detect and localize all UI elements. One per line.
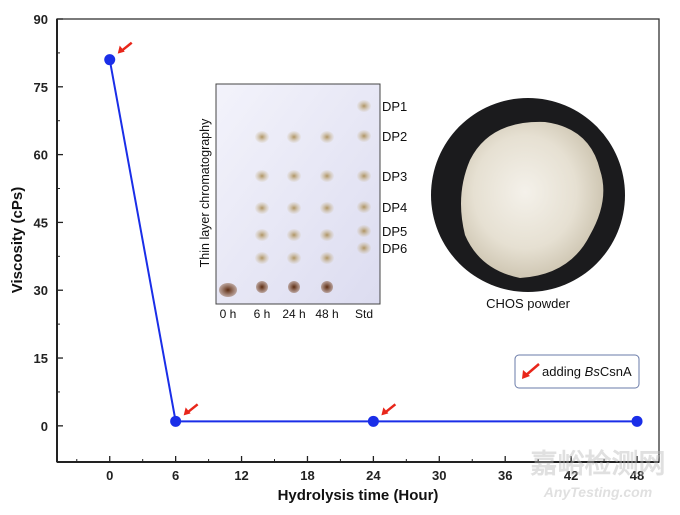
chos-powder-photo: CHOS powder [431,98,625,311]
tlc-spot [287,202,301,214]
arrow-head [381,407,389,416]
tlc-lane-label: 48 h [315,307,338,321]
tlc-spot [320,202,334,214]
tlc-spot [357,242,371,254]
tlc-spot [357,100,371,112]
x-axis: 0 6 12 18 24 30 36 42 48 [57,456,659,483]
y-tick-label: 30 [34,283,48,298]
tlc-spot [320,252,334,264]
tlc-band-label: DP1 [382,99,407,114]
x-tick-label: 42 [564,468,578,483]
tlc-band-label: DP5 [382,224,407,239]
arrow-shaft [186,403,199,414]
tlc-plate [215,83,381,305]
tlc-band-label: DP6 [382,241,407,256]
tlc-spot [255,252,269,264]
tlc-spot [357,201,371,213]
x-tick-label: 12 [234,468,248,483]
x-tick-label: 18 [300,468,314,483]
x-tick-label: 0 [106,468,113,483]
tlc-spot [287,131,301,143]
tlc-lane-label: Std [355,307,373,321]
x-tick-label: 6 [172,468,179,483]
tlc-spot [255,131,269,143]
red-arrow-icon [381,403,397,416]
svg-text:嘉峪检测网: 嘉峪检测网 [531,448,666,479]
tlc-lane-label: 24 h [282,307,305,321]
tlc-spot [255,229,269,241]
tlc-title: Thin layer chromatography [198,118,212,267]
data-point [367,415,379,427]
y-axis-label: Viscosity (cPs) [9,187,26,293]
tlc-spot [255,202,269,214]
legend: adding BsCsnA [514,354,640,389]
tlc-spot [357,170,371,182]
arrow-shaft [384,403,397,414]
photo-caption: CHOS powder [486,296,570,311]
tlc-spot [287,252,301,264]
y-tick-label: 0 [41,419,48,434]
series-line [108,59,638,423]
tlc-spot [357,130,371,142]
data-point [170,415,182,427]
red-arrow-icon [117,41,133,54]
tlc-lane-label: 6 h [254,307,271,321]
y-tick-label: 90 [34,12,48,27]
tlc-spot [219,283,237,297]
arrow-shaft [120,41,133,52]
x-tick-label: 48 [630,468,644,483]
data-point [104,54,116,66]
arrow-head [183,407,191,416]
tlc-band-label: DP3 [382,169,407,184]
tlc-spot [320,131,334,143]
x-axis-label: Hydrolysis time (Hour) [278,487,439,504]
series-viscosity [104,54,643,427]
y-axis: 0 15 30 45 60 75 90 [34,12,63,462]
tlc-band-label: DP4 [382,200,407,215]
tlc-spot [320,170,334,182]
tlc-spot [357,225,371,237]
tlc-spot [287,229,301,241]
y-tick-label: 75 [34,80,48,95]
y-tick-label: 15 [34,351,48,366]
x-tick-label: 36 [498,468,512,483]
legend-label: adding BsCsnA [542,364,632,379]
tlc-spot [287,170,301,182]
tlc-spot [321,281,333,293]
watermark: 嘉峪检测网 AnyTesting.com [531,448,666,500]
tlc-lane-label: 0 h [220,307,237,321]
x-tick-label: 30 [432,468,446,483]
red-arrow-icon [183,403,199,416]
tlc-spot [256,281,268,293]
y-tick-label: 60 [34,148,48,163]
x-tick-label: 24 [366,468,381,483]
tlc-spot [288,281,300,293]
svg-text:AnyTesting.com: AnyTesting.com [543,484,652,500]
y-tick-label: 45 [34,215,48,230]
arrow-head [117,45,125,54]
tlc-inset: Thin layer chromatography 0 h 6 h 24 h 48 h… [198,83,407,321]
red-arrow-icon [522,363,540,379]
tlc-spot [320,229,334,241]
data-point [631,415,643,427]
tlc-band-label: DP2 [382,129,407,144]
tlc-spot [255,170,269,182]
